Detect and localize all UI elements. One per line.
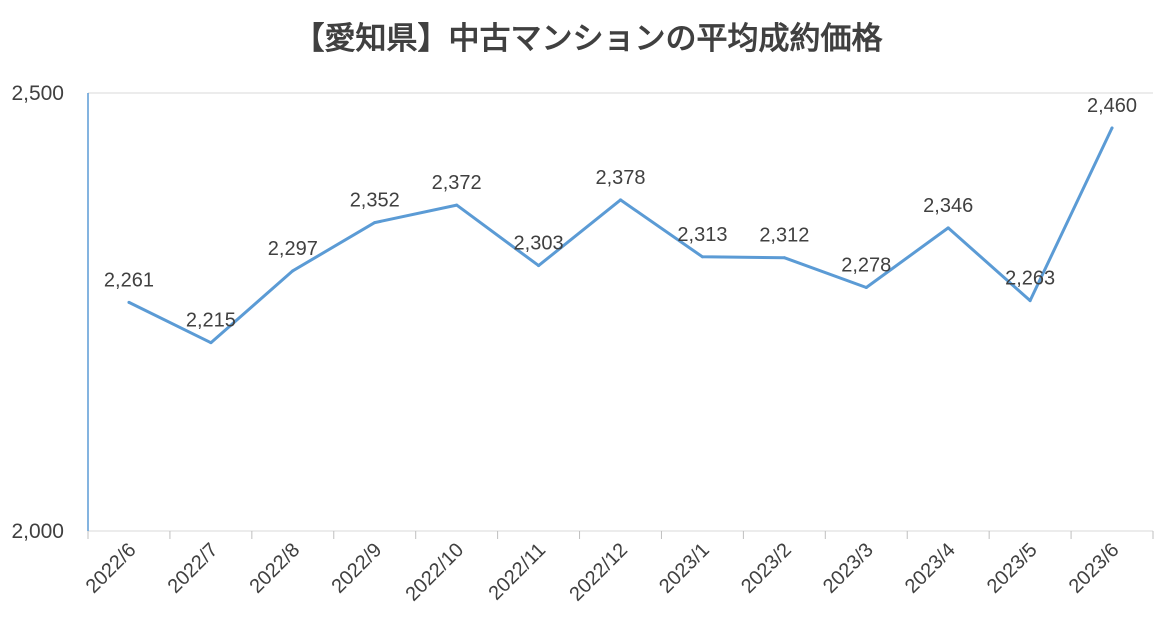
chart-title: 【愛知県】中古マンションの平均成約価格 bbox=[294, 21, 884, 57]
data-label: 2,215 bbox=[186, 310, 236, 332]
data-label: 2,313 bbox=[677, 224, 727, 246]
data-label: 2,346 bbox=[923, 195, 973, 217]
data-label: 2,460 bbox=[1087, 95, 1137, 117]
data-label: 2,378 bbox=[595, 167, 645, 189]
y-tick-label: 2,500 bbox=[11, 82, 64, 105]
gridlines bbox=[88, 92, 1153, 532]
data-point bbox=[619, 198, 622, 202]
y-tick-label: 2,000 bbox=[11, 520, 64, 543]
data-point bbox=[1110, 126, 1114, 130]
data-label: 2,352 bbox=[350, 190, 400, 212]
data-point bbox=[291, 269, 295, 273]
data-label: 2,297 bbox=[268, 238, 318, 260]
data-point bbox=[700, 255, 704, 259]
data-point bbox=[946, 226, 950, 230]
data-label: 2,303 bbox=[514, 233, 564, 255]
data-point bbox=[373, 221, 377, 225]
data-label: 2,278 bbox=[841, 254, 891, 276]
data-label: 2,261 bbox=[104, 269, 154, 291]
data-labels: 2,261 2,215 2,297 2,352 2,372 2,303 2,378 2,313… bbox=[104, 95, 1137, 332]
data-point bbox=[537, 264, 541, 268]
data-point bbox=[864, 285, 868, 289]
data-label: 2,312 bbox=[759, 225, 809, 247]
series bbox=[127, 126, 1114, 345]
data-point bbox=[1028, 299, 1032, 303]
data-point bbox=[127, 300, 131, 304]
data-point bbox=[455, 203, 459, 207]
data-point bbox=[209, 341, 213, 345]
data-label: 2,263 bbox=[1005, 268, 1055, 290]
data-label: 2,372 bbox=[432, 172, 482, 194]
data-point bbox=[782, 256, 786, 260]
